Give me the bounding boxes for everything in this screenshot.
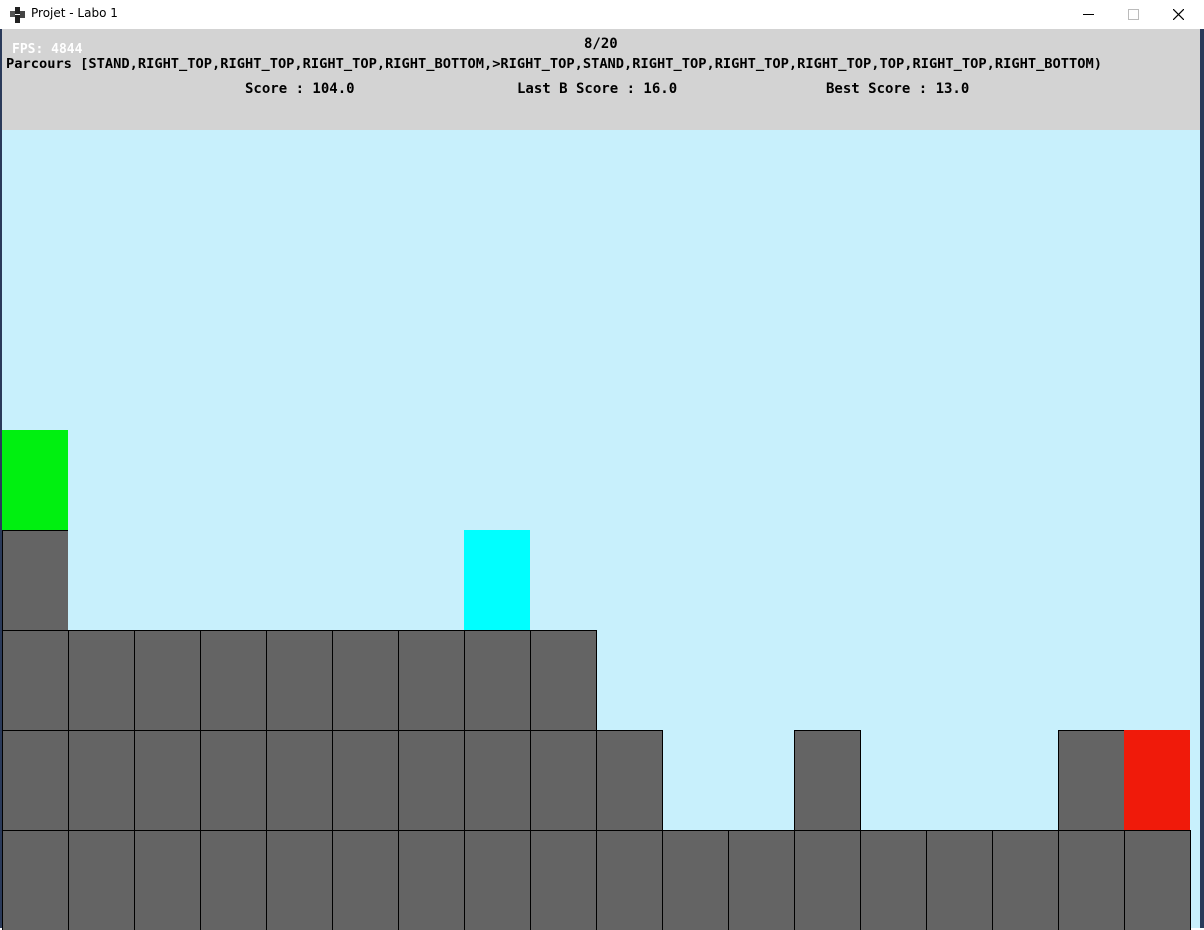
terrain-block <box>1058 730 1124 830</box>
close-icon <box>1173 9 1184 20</box>
window-title: Projet - Labo 1 <box>31 6 118 20</box>
minimize-icon <box>1083 14 1094 15</box>
terrain-block <box>134 730 200 830</box>
terrain-block <box>266 630 332 730</box>
terrain-block <box>860 830 926 930</box>
terrain-block <box>134 630 200 730</box>
goal-block <box>1124 730 1190 830</box>
generation-counter: 8/20 <box>584 36 618 52</box>
maximize-button[interactable] <box>1111 0 1156 29</box>
terrain-block <box>332 830 398 930</box>
terrain-block <box>398 830 464 930</box>
parcours-text: Parcours [STAND,RIGHT_TOP,RIGHT_TOP,RIGH… <box>6 56 1102 72</box>
terrain-block <box>926 830 992 930</box>
minimize-button[interactable] <box>1066 0 1111 29</box>
last-score-text: Last B Score : 16.0 <box>517 81 678 97</box>
terrain-block <box>662 830 728 930</box>
terrain-block <box>68 830 134 930</box>
terrain-block <box>530 830 596 930</box>
terrain-block <box>794 830 860 930</box>
best-score-text: Best Score : 13.0 <box>826 81 970 97</box>
terrain-block <box>464 630 530 730</box>
terrain-block <box>200 730 266 830</box>
terrain-block <box>68 730 134 830</box>
terrain-block <box>332 730 398 830</box>
terrain-block <box>332 630 398 730</box>
terrain-block <box>2 630 68 730</box>
close-button[interactable] <box>1156 0 1201 29</box>
terrain-block <box>530 730 596 830</box>
title-bar: Projet - Labo 1 <box>0 0 1204 29</box>
fps-counter: FPS: 4844 <box>12 42 83 57</box>
terrain-block <box>992 830 1058 930</box>
terrain-block <box>398 630 464 730</box>
terrain-block <box>1124 830 1191 930</box>
terrain-block <box>68 630 134 730</box>
terrain-block <box>464 830 530 930</box>
maximize-icon <box>1128 9 1139 20</box>
terrain-block <box>2 730 68 830</box>
terrain-block <box>134 830 200 930</box>
terrain-block <box>200 630 266 730</box>
terrain-block <box>266 730 332 830</box>
terrain-block <box>464 730 530 830</box>
terrain-block <box>398 730 464 830</box>
terrain-block <box>1058 830 1124 930</box>
player-block <box>2 430 68 530</box>
app-icon <box>10 7 25 23</box>
terrain-block <box>2 830 68 930</box>
terrain-block <box>266 830 332 930</box>
terrain-block <box>596 830 662 930</box>
terrain-block <box>530 630 597 730</box>
terrain-block <box>728 830 794 930</box>
agent-block <box>464 530 530 630</box>
score-text: Score : 104.0 <box>245 81 355 97</box>
hud-panel <box>2 29 1200 130</box>
terrain-block <box>794 730 861 830</box>
terrain-block <box>2 530 68 630</box>
terrain-block <box>200 830 266 930</box>
terrain-block <box>596 730 663 830</box>
